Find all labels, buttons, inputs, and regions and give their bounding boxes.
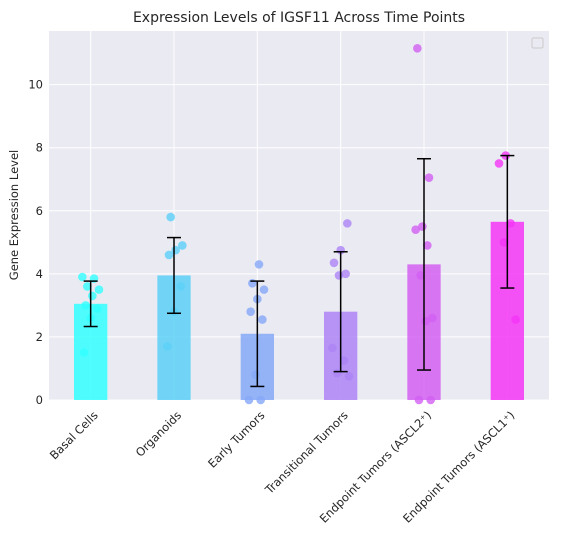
data-point xyxy=(506,219,515,228)
y-tick-label: 0 xyxy=(36,393,43,407)
y-tick-label: 10 xyxy=(28,78,43,92)
data-point xyxy=(251,370,260,380)
data-point xyxy=(248,279,257,288)
data-point xyxy=(341,269,350,279)
data-point xyxy=(163,342,172,351)
data-point xyxy=(334,271,344,280)
data-point xyxy=(254,260,264,269)
error-bar xyxy=(167,236,181,315)
data-point xyxy=(83,282,92,291)
data-point xyxy=(411,225,420,234)
data-point xyxy=(328,343,337,353)
data-point xyxy=(259,285,269,294)
data-point xyxy=(79,348,89,357)
data-point xyxy=(343,219,352,228)
data-point xyxy=(164,250,174,260)
x-tick-label: Early Tumors xyxy=(205,408,267,470)
x-tick-labels: Basal Cells Organoids Early TumorsTransiti… xyxy=(47,408,518,525)
data-point xyxy=(178,241,187,250)
data-point xyxy=(246,307,255,316)
y-tick-label: 8 xyxy=(36,141,43,155)
data-point xyxy=(176,282,185,291)
plot-background xyxy=(49,31,549,400)
x-tick-label: Basal Cells xyxy=(47,408,101,462)
data-point xyxy=(93,304,102,313)
data-point xyxy=(494,159,504,168)
data-point xyxy=(81,301,90,310)
x-tick-label: Transitional Tumors xyxy=(262,408,351,497)
data-point xyxy=(78,272,87,282)
data-point xyxy=(258,315,267,324)
error-bar xyxy=(417,157,431,371)
y-tick-label: 6 xyxy=(36,204,43,218)
bars xyxy=(74,221,524,400)
error-bars xyxy=(83,154,515,388)
data-point xyxy=(421,316,430,326)
error-bar xyxy=(250,280,265,388)
error-bar xyxy=(333,251,348,373)
data-point xyxy=(423,241,432,250)
error-bar xyxy=(500,154,515,289)
y-tick-label: 4 xyxy=(36,267,43,281)
data-point xyxy=(166,212,175,222)
data-point xyxy=(416,271,425,280)
data-point xyxy=(413,44,422,53)
x-tick-label: Organoids xyxy=(133,408,184,459)
data-point xyxy=(94,285,104,294)
data-point xyxy=(344,372,354,381)
data-point xyxy=(428,313,437,323)
data-point xyxy=(329,258,339,268)
data-point xyxy=(88,291,97,301)
data-point xyxy=(256,395,265,405)
y-tick-label: 2 xyxy=(36,330,43,344)
data-point xyxy=(339,356,349,365)
data-point xyxy=(499,238,509,247)
data-point xyxy=(426,395,435,405)
error-bar xyxy=(83,280,98,328)
data-point xyxy=(424,173,434,182)
y-axis-label: Gene Expression Level xyxy=(7,150,21,280)
data-point xyxy=(244,395,254,405)
legend-box xyxy=(531,37,544,49)
data-point xyxy=(414,395,424,405)
y-tick-labels: 0 2 4 6 8 10 xyxy=(28,78,43,407)
chart-title: Expression Levels of IGSF11 Across Time … xyxy=(133,10,465,26)
data-point xyxy=(511,315,520,324)
